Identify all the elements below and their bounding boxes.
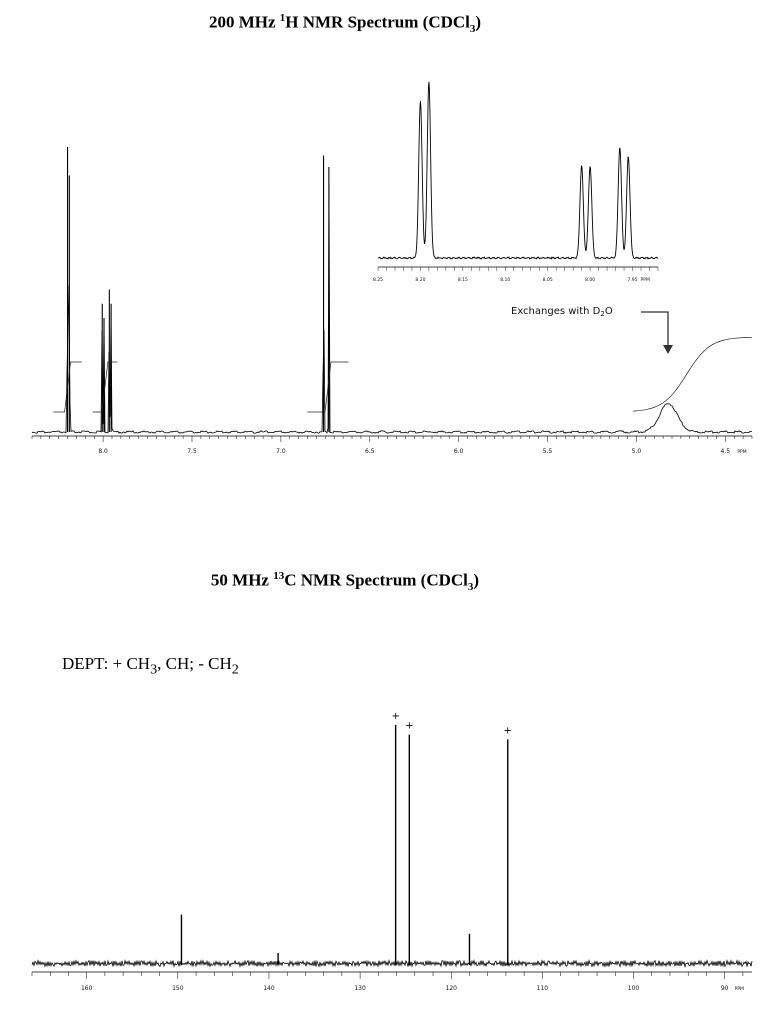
inset-tick-label: 8.15 bbox=[458, 277, 468, 283]
inset-tick-label: 8.25 bbox=[373, 277, 383, 283]
inset-tick-label: 8.00 bbox=[585, 277, 595, 283]
carbon-tick-label: 120 bbox=[446, 985, 458, 992]
proton-tick-label: 4.5 bbox=[721, 448, 731, 455]
proton-integral-3 bbox=[632, 336, 753, 412]
inset-trace bbox=[377, 81, 659, 260]
carbon-axis-unit: PPM bbox=[735, 986, 744, 992]
carbon-tick-label: 110 bbox=[537, 985, 549, 992]
inset-tick-label: 8.10 bbox=[500, 277, 510, 283]
d2o-exchange-note: Exchanges with D2O bbox=[511, 306, 613, 318]
carbon-tick-label: 150 bbox=[172, 985, 184, 992]
carbon-tick-label: 140 bbox=[263, 985, 275, 992]
inset-axis-unit: PPM bbox=[641, 277, 650, 283]
carbon-tick-label: 160 bbox=[81, 985, 93, 992]
annotation-arrow-line bbox=[641, 311, 669, 347]
inset-tick-label: 7.95 bbox=[628, 277, 638, 283]
proton-trace bbox=[31, 183, 753, 434]
carbon-tick-label: 90 bbox=[721, 985, 729, 992]
carbon-spectrum-title: 50 MHz 13C NMR Spectrum (CDCl3) bbox=[210, 570, 480, 594]
annotation-arrow-head bbox=[663, 345, 673, 354]
carbon-tick-label: 100 bbox=[628, 985, 640, 992]
proton-inset-expansion: 8.25 8.20 8.15 8.10 8.05 8.00 7.95 PPM bbox=[373, 81, 659, 283]
proton-tick-label: 8.0 bbox=[98, 448, 108, 455]
proton-integral-1 bbox=[92, 361, 118, 413]
proton-spectrum-title: 200 MHz 1H NMR Spectrum (CDCl3) bbox=[208, 12, 482, 36]
proton-tick-label: 7.5 bbox=[187, 448, 197, 455]
inset-tick-label: 8.20 bbox=[415, 277, 425, 283]
proton-tick-label: 5.0 bbox=[632, 448, 642, 455]
carbon-spectrum: + + +160 150 140 130 120 110 100 90 PPM bbox=[31, 711, 753, 992]
inset-tick-label: 8.05 bbox=[543, 277, 553, 283]
dept-positive-marker: + bbox=[405, 721, 413, 732]
proton-integral-2 bbox=[307, 361, 349, 413]
proton-tick-label: 6.5 bbox=[365, 448, 375, 455]
dept-legend: DEPT: + CH3, CH; - CH2 bbox=[62, 654, 239, 678]
dept-positive-marker: + bbox=[391, 711, 399, 722]
carbon-baseline bbox=[31, 959, 753, 969]
dept-positive-marker: + bbox=[504, 725, 512, 736]
proton-spectrum: 8.0 7.5 7.0 6.5 6.0 5.5 5.0 4.5 PPM Exchanges wit… bbox=[31, 147, 753, 455]
proton-tick-label: 6.0 bbox=[454, 448, 464, 455]
proton-integral-0 bbox=[53, 361, 82, 413]
carbon-tick-label: 130 bbox=[354, 985, 366, 992]
proton-tick-label: 5.5 bbox=[543, 448, 553, 455]
proton-tick-label: 7.0 bbox=[276, 448, 286, 455]
proton-axis-unit: PPM bbox=[737, 449, 746, 455]
